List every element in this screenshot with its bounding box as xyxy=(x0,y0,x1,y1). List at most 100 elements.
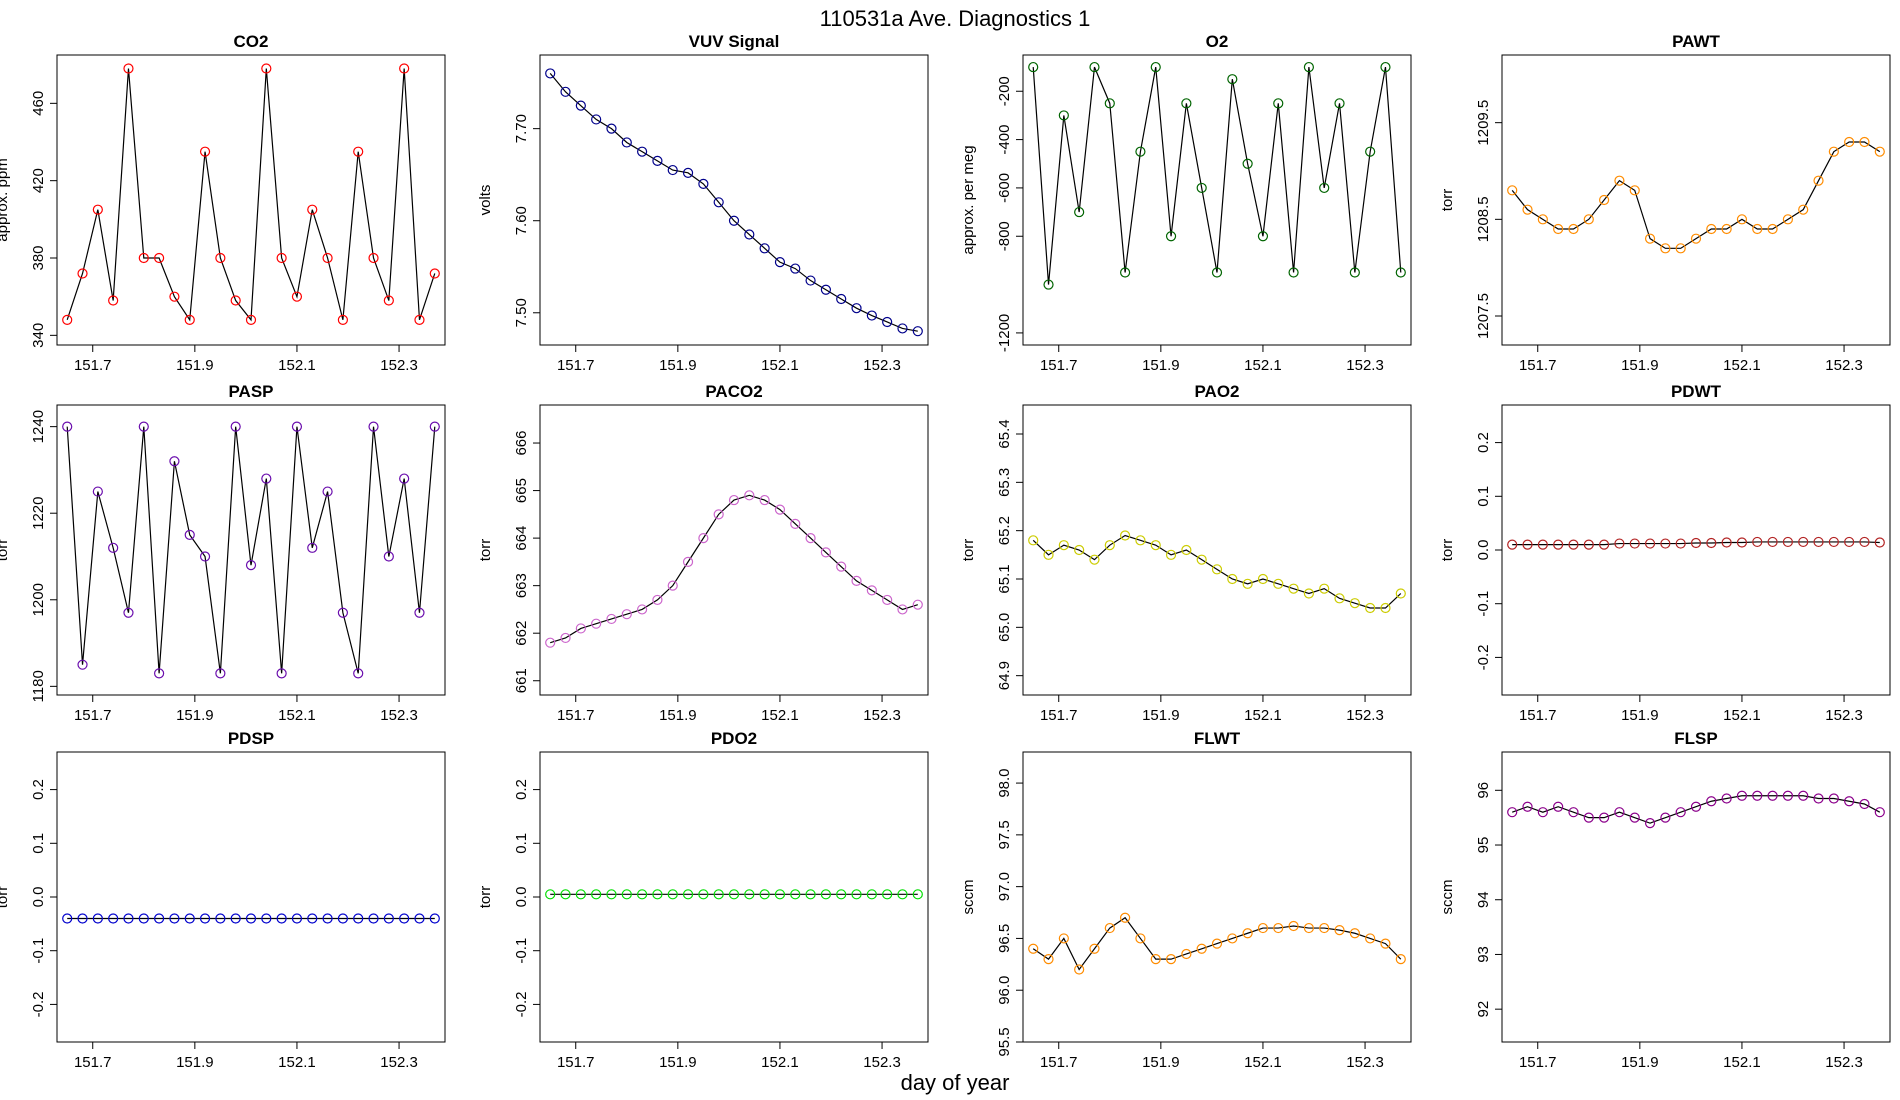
y-tick-label: 663 xyxy=(513,573,530,598)
data-point xyxy=(1828,146,1839,157)
data-point xyxy=(1365,146,1376,157)
data-point xyxy=(1690,801,1702,812)
data-point xyxy=(215,668,226,679)
data-point xyxy=(1058,110,1069,121)
x-tick-label: 152.1 xyxy=(278,357,316,374)
data-point xyxy=(368,421,379,432)
plot-area xyxy=(1507,136,1885,254)
y-tick-label: 460 xyxy=(30,91,47,116)
data-point xyxy=(154,913,165,924)
data-point xyxy=(790,518,801,529)
data-point xyxy=(1242,928,1253,939)
data-point xyxy=(897,604,908,615)
panel-title: O2 xyxy=(1206,32,1229,51)
data-point xyxy=(215,913,226,924)
data-point xyxy=(805,889,816,900)
data-point xyxy=(682,889,694,900)
data-point xyxy=(184,913,195,924)
data-point xyxy=(1319,922,1330,934)
y-axis-label: volts xyxy=(477,185,494,216)
data-point xyxy=(728,889,740,900)
data-point xyxy=(429,268,440,279)
data-point xyxy=(429,913,440,924)
data-point xyxy=(1583,812,1594,823)
data-point xyxy=(851,303,862,314)
data-point xyxy=(1120,912,1131,923)
data-point xyxy=(1736,790,1748,801)
y-tick-label: 93 xyxy=(1475,946,1492,963)
panel: PDO2 torr 151.7 151.9 152.1 152.3 -0.2 -0.1 0.0 0… xyxy=(477,729,929,1071)
x-tick-label: 152.3 xyxy=(1825,1054,1863,1071)
data-point xyxy=(560,86,571,97)
x-tick-label: 152.3 xyxy=(863,357,901,374)
data-point xyxy=(912,599,923,610)
data-line xyxy=(1032,66,1402,285)
data-point xyxy=(414,607,425,618)
data-point xyxy=(291,291,303,302)
data-point xyxy=(383,295,394,306)
panel-title: PASP xyxy=(228,382,273,401)
y-tick-label: -0.1 xyxy=(513,938,530,964)
x-tick-label: 151.7 xyxy=(1040,357,1078,374)
x-tick-label: 152.3 xyxy=(1346,707,1384,724)
data-point xyxy=(1058,933,1069,944)
y-tick-label: 0.0 xyxy=(30,887,47,908)
data-point xyxy=(322,486,333,497)
data-point xyxy=(1859,536,1870,548)
data-point xyxy=(897,323,908,334)
x-tick-label: 151.7 xyxy=(74,707,112,724)
data-point xyxy=(882,594,893,606)
data-point xyxy=(1165,954,1177,965)
data-point xyxy=(1165,231,1177,242)
data-point xyxy=(591,889,602,900)
x-tick-label: 152.3 xyxy=(863,707,901,724)
data-point xyxy=(1196,943,1207,954)
data-point xyxy=(759,889,770,900)
data-point xyxy=(62,314,73,325)
data-point xyxy=(1828,536,1839,548)
y-tick-label: 65.4 xyxy=(996,419,1013,448)
data-point xyxy=(291,421,303,432)
data-point xyxy=(1211,938,1223,949)
data-point xyxy=(790,889,801,900)
data-point xyxy=(1043,954,1054,965)
y-tick-label: 661 xyxy=(513,668,530,693)
data-point xyxy=(1181,98,1192,109)
data-point xyxy=(1089,554,1100,565)
data-point xyxy=(1349,267,1360,278)
data-point xyxy=(337,913,348,924)
data-point xyxy=(1859,136,1870,148)
data-point xyxy=(637,604,648,615)
data-point xyxy=(575,623,586,634)
x-tick-label: 152.3 xyxy=(380,1054,418,1071)
plot-frame xyxy=(1501,751,1891,1043)
data-point xyxy=(245,913,257,924)
data-point xyxy=(1089,943,1100,954)
data-point xyxy=(851,575,862,587)
data-point xyxy=(1181,544,1192,556)
plot-area xyxy=(1507,536,1885,550)
y-tick-label: 96 xyxy=(1475,782,1492,799)
data-point xyxy=(276,252,287,264)
data-point xyxy=(1395,267,1406,278)
data-point xyxy=(1196,182,1207,194)
data-point xyxy=(1104,922,1115,934)
panel-title: PDSP xyxy=(228,729,274,748)
data-point xyxy=(1599,194,1610,206)
data-point xyxy=(322,913,333,924)
data-point xyxy=(759,243,770,254)
data-point xyxy=(744,490,755,501)
data-point xyxy=(199,551,211,562)
plot-area xyxy=(1028,530,1406,614)
data-point xyxy=(1349,928,1360,939)
y-tick-label: 65.0 xyxy=(996,613,1013,642)
data-point xyxy=(1721,223,1732,235)
data-point xyxy=(713,197,724,208)
data-point xyxy=(1507,807,1518,818)
y-tick-label: 420 xyxy=(30,168,47,193)
x-tick-label: 151.9 xyxy=(1142,1054,1180,1071)
data-point xyxy=(1660,812,1671,823)
data-point xyxy=(591,114,602,125)
y-tick-label: 1180 xyxy=(30,670,47,702)
data-point xyxy=(1150,540,1161,551)
